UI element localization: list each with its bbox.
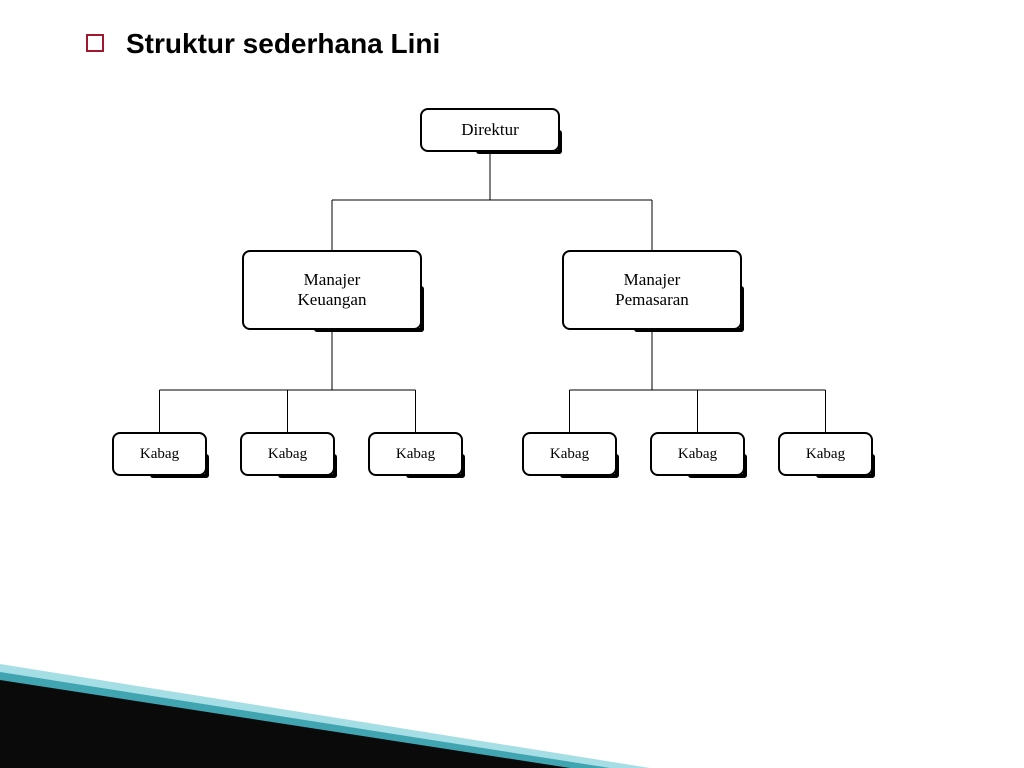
slide-decoration	[0, 0, 1024, 768]
